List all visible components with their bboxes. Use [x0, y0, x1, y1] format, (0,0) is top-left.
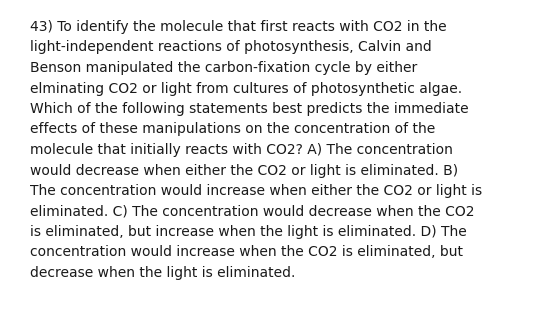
Text: concentration would increase when the CO2 is eliminated, but: concentration would increase when the CO…	[30, 246, 463, 259]
Text: eliminated. C) The concentration would decrease when the CO2: eliminated. C) The concentration would d…	[30, 204, 474, 219]
Text: molecule that initially reacts with CO2? A) The concentration: molecule that initially reacts with CO2?…	[30, 143, 453, 157]
Text: decrease when the light is eliminated.: decrease when the light is eliminated.	[30, 266, 295, 280]
Text: Benson manipulated the carbon-fixation cycle by either: Benson manipulated the carbon-fixation c…	[30, 61, 417, 75]
Text: The concentration would increase when either the CO2 or light is: The concentration would increase when ei…	[30, 184, 482, 198]
Text: elminating CO2 or light from cultures of photosynthetic algae.: elminating CO2 or light from cultures of…	[30, 82, 462, 95]
Text: light-independent reactions of photosynthesis, Calvin and: light-independent reactions of photosynt…	[30, 41, 432, 55]
Text: Which of the following statements best predicts the immediate: Which of the following statements best p…	[30, 102, 469, 116]
Text: would decrease when either the CO2 or light is eliminated. B): would decrease when either the CO2 or li…	[30, 164, 458, 177]
Text: effects of these manipulations on the concentration of the: effects of these manipulations on the co…	[30, 122, 435, 137]
Text: is eliminated, but increase when the light is eliminated. D) The: is eliminated, but increase when the lig…	[30, 225, 466, 239]
Text: 43) To identify the molecule that first reacts with CO2 in the: 43) To identify the molecule that first …	[30, 20, 446, 34]
